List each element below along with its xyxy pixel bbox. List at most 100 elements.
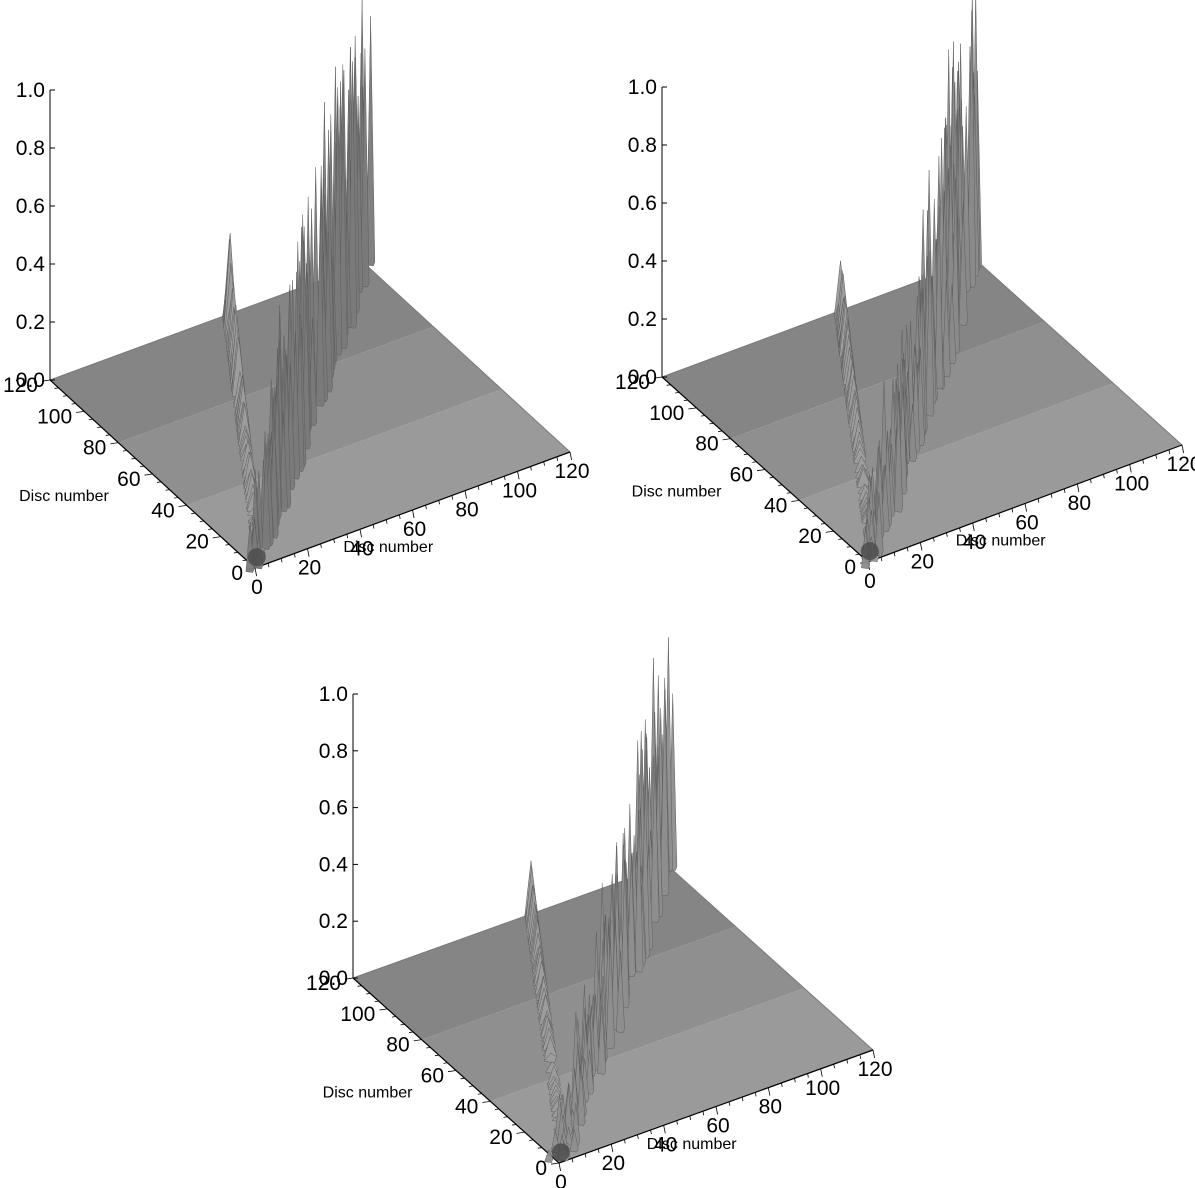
z-tick-label: 0.2: [628, 308, 657, 331]
y-axis-title: Disc number: [323, 1084, 413, 1101]
x-minor-tick: [1155, 454, 1158, 459]
x-tick-label: 40: [963, 531, 986, 554]
x-minor-tick: [597, 1148, 600, 1153]
x-tick-label: 40: [350, 537, 373, 560]
y-minor-tick: [537, 1147, 542, 1149]
z-tick-label: 0.8: [628, 134, 657, 157]
origin-cluster: [551, 1143, 570, 1162]
y-tick-label: 0: [844, 556, 856, 579]
y-minor-tick: [41, 379, 51, 382]
y-minor-tick: [131, 457, 136, 460]
x-minor-tick: [893, 552, 896, 557]
y-minor-tick: [105, 434, 110, 436]
y-axis-title: Disc number: [19, 488, 109, 505]
x-minor-tick: [1116, 469, 1118, 474]
x-minor-tick: [767, 1087, 771, 1096]
y-tick-label: 40: [151, 499, 174, 522]
y-minor-tick: [675, 392, 680, 394]
z-tick-label: 0.8: [16, 137, 45, 160]
surface-spike: [660, 677, 670, 897]
y-minor-tick: [357, 985, 362, 987]
surface-spike: [605, 937, 615, 1050]
y-minor-tick: [191, 512, 196, 515]
y-minor-tick: [426, 1046, 431, 1049]
x-minor-tick: [637, 1134, 639, 1139]
x-minor-tick: [490, 480, 493, 486]
y-tick-label: 120: [615, 371, 650, 394]
y-minor-tick: [709, 422, 714, 425]
y-tick-label: 60: [730, 464, 753, 487]
y-minor-tick: [821, 523, 826, 525]
y-minor-tick: [786, 492, 791, 494]
y-minor-tick: [855, 553, 860, 556]
y-minor-tick: [743, 453, 748, 456]
x-minor-tick: [333, 538, 335, 544]
y-minor-tick: [139, 465, 145, 468]
x-tick-label: 80: [455, 499, 478, 522]
z-tick-label: 0.0: [628, 366, 657, 389]
y-minor-tick: [722, 438, 731, 441]
x-minor-tick: [872, 1049, 875, 1059]
y-minor-tick: [512, 1124, 517, 1126]
y-minor-tick: [735, 445, 740, 448]
z-tick-label: 0.2: [319, 910, 348, 933]
y-minor-tick: [409, 1031, 414, 1033]
surface-spike: [569, 1129, 579, 1153]
y-minor-tick: [503, 1116, 508, 1118]
y-tick-label: 40: [764, 494, 787, 517]
floor-band: [186, 389, 570, 568]
y-minor-tick: [366, 993, 371, 995]
surface-spike: [958, 203, 968, 326]
y-tick-label: 100: [37, 405, 72, 428]
origin-cluster: [247, 548, 266, 567]
x-minor-tick: [503, 476, 506, 481]
x-minor-tick: [728, 1101, 731, 1106]
y-tick-label: 60: [117, 468, 140, 491]
y-minor-tick: [494, 1108, 499, 1111]
y-minor-tick: [97, 426, 102, 428]
x-minor-tick: [919, 542, 923, 551]
x-minor-tick: [1103, 474, 1105, 479]
y-minor-tick: [688, 407, 697, 410]
y-minor-tick: [156, 481, 162, 483]
x-minor-tick: [781, 1082, 783, 1088]
x-tick-label: 60: [706, 1115, 729, 1138]
x-minor-tick: [972, 522, 975, 532]
surface-plot-svg: 0.0 0.2 0.4 0.6 0.8 1.0 0 20 40 60 80 100 120 Disc nu…: [615, 0, 1195, 593]
x-minor-tick: [1011, 508, 1014, 513]
y-minor-tick: [653, 376, 663, 379]
y-tick-label: 120: [3, 374, 38, 397]
x-tick-label: 60: [1015, 512, 1038, 535]
x-minor-tick: [1181, 444, 1184, 454]
surface-spike: [615, 950, 625, 1033]
y-minor-tick: [178, 504, 187, 507]
surface-spike: [947, 284, 957, 365]
surface-spike: [874, 492, 884, 556]
y-tick-label: 20: [185, 531, 208, 554]
y-tick-label: 40: [455, 1095, 478, 1118]
x-minor-tick: [1063, 488, 1066, 493]
x-minor-tick: [412, 509, 415, 519]
surface-spike: [544, 1148, 554, 1163]
y-minor-tick: [212, 536, 221, 539]
x-minor-tick: [959, 527, 961, 532]
x-tick-label: 0: [555, 1171, 567, 1188]
y-minor-tick: [460, 1077, 465, 1080]
y-minor-tick: [477, 1093, 482, 1095]
y-tick-label: 0: [535, 1157, 547, 1180]
y-minor-tick: [482, 1100, 491, 1103]
y-minor-tick: [769, 476, 774, 479]
x-minor-tick: [571, 1158, 574, 1163]
surface-spike: [315, 221, 325, 407]
x-minor-tick: [569, 451, 572, 461]
x-minor-tick: [906, 547, 909, 552]
x-minor-tick: [293, 553, 296, 558]
x-minor-tick: [715, 1106, 718, 1115]
surface-spike: [348, 61, 358, 329]
x-minor-tick: [846, 1059, 849, 1064]
surface-spike: [626, 856, 636, 977]
x-minor-tick: [946, 532, 948, 537]
z-tick-label: 0.6: [16, 195, 45, 218]
x-minor-tick: [985, 518, 987, 523]
y-minor-tick: [374, 1000, 379, 1003]
